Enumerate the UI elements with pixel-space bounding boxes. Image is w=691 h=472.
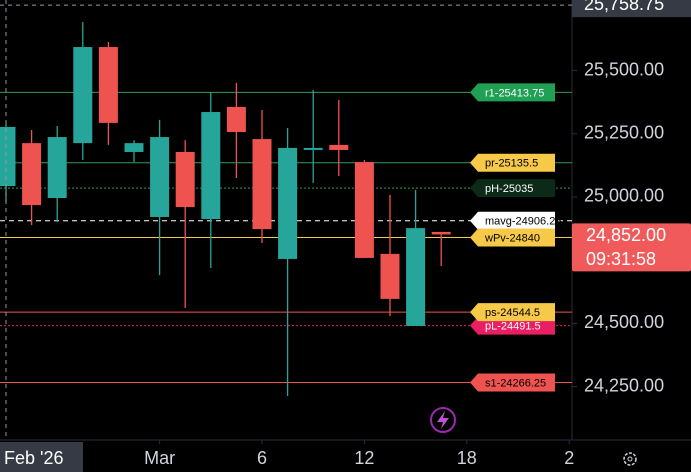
level-tag-label: s1-24266.25 xyxy=(485,377,546,389)
candle-body xyxy=(303,147,323,150)
level-tag xyxy=(470,179,555,198)
last-price-box xyxy=(572,223,691,272)
countdown-label: 09:31:58 xyxy=(586,249,656,269)
level-tag-label: ps-24544.5 xyxy=(485,307,540,319)
candle-body xyxy=(201,112,221,219)
candle-body xyxy=(354,162,374,258)
candle-body xyxy=(226,106,246,132)
y-tick-label: 25,250.00 xyxy=(584,123,664,143)
crosshair-y-label: 25,758.75 xyxy=(584,0,664,14)
y-tick-label: 24,250.00 xyxy=(584,375,664,395)
candle-body xyxy=(47,137,67,198)
candle-body xyxy=(329,144,349,150)
level-tag-label: mavg-24906.25 xyxy=(485,216,561,228)
x-tick-label: 12 xyxy=(354,448,374,468)
level-tag xyxy=(470,153,555,172)
candle-body xyxy=(150,137,170,217)
gear-hub[interactable] xyxy=(627,456,633,462)
candle-body xyxy=(380,253,400,299)
candle-body xyxy=(22,143,42,206)
level-tag-label: pr-25135.5 xyxy=(485,158,538,170)
alert-bolt[interactable] xyxy=(437,411,449,429)
y-tick-label: 25,500.00 xyxy=(584,59,664,79)
candle-body xyxy=(406,228,426,326)
alert-icon[interactable] xyxy=(430,407,456,433)
level-tag-label: pH-25035 xyxy=(485,183,533,195)
candle-body xyxy=(431,231,451,235)
candle-body xyxy=(0,126,16,187)
candle-body xyxy=(98,47,118,123)
level-tag xyxy=(470,373,555,392)
y-tick-label: 24,500.00 xyxy=(584,312,664,332)
last-price-label: 24,852.00 xyxy=(586,225,666,245)
x-tick-label: 2 xyxy=(564,448,574,468)
candle-body xyxy=(124,143,144,152)
crosshair-x-box xyxy=(0,442,83,472)
level-tag-label: r1-25413.75 xyxy=(485,87,544,99)
x-tick-label: Mar xyxy=(144,448,175,468)
candle-body xyxy=(278,147,298,259)
level-tag xyxy=(470,83,555,102)
level-tag-label: pL-24491.5 xyxy=(485,320,541,332)
level-tag xyxy=(470,228,555,247)
settings-icon[interactable] xyxy=(623,452,637,466)
level-tag xyxy=(470,303,555,322)
candle-body xyxy=(73,47,93,144)
alert-circle[interactable] xyxy=(430,407,456,433)
x-tick-label: 6 xyxy=(257,448,267,468)
crosshair-y-box xyxy=(572,0,691,18)
level-tag xyxy=(470,211,555,230)
crosshair-x-label: Feb '26 xyxy=(4,448,63,468)
gear[interactable] xyxy=(623,452,637,466)
candle-body xyxy=(252,139,272,230)
candle-body xyxy=(175,151,195,208)
level-tag-label: wPv-24840 xyxy=(484,232,540,244)
y-tick-label: 25,000.00 xyxy=(584,186,664,206)
x-tick-label: 18 xyxy=(457,448,477,468)
